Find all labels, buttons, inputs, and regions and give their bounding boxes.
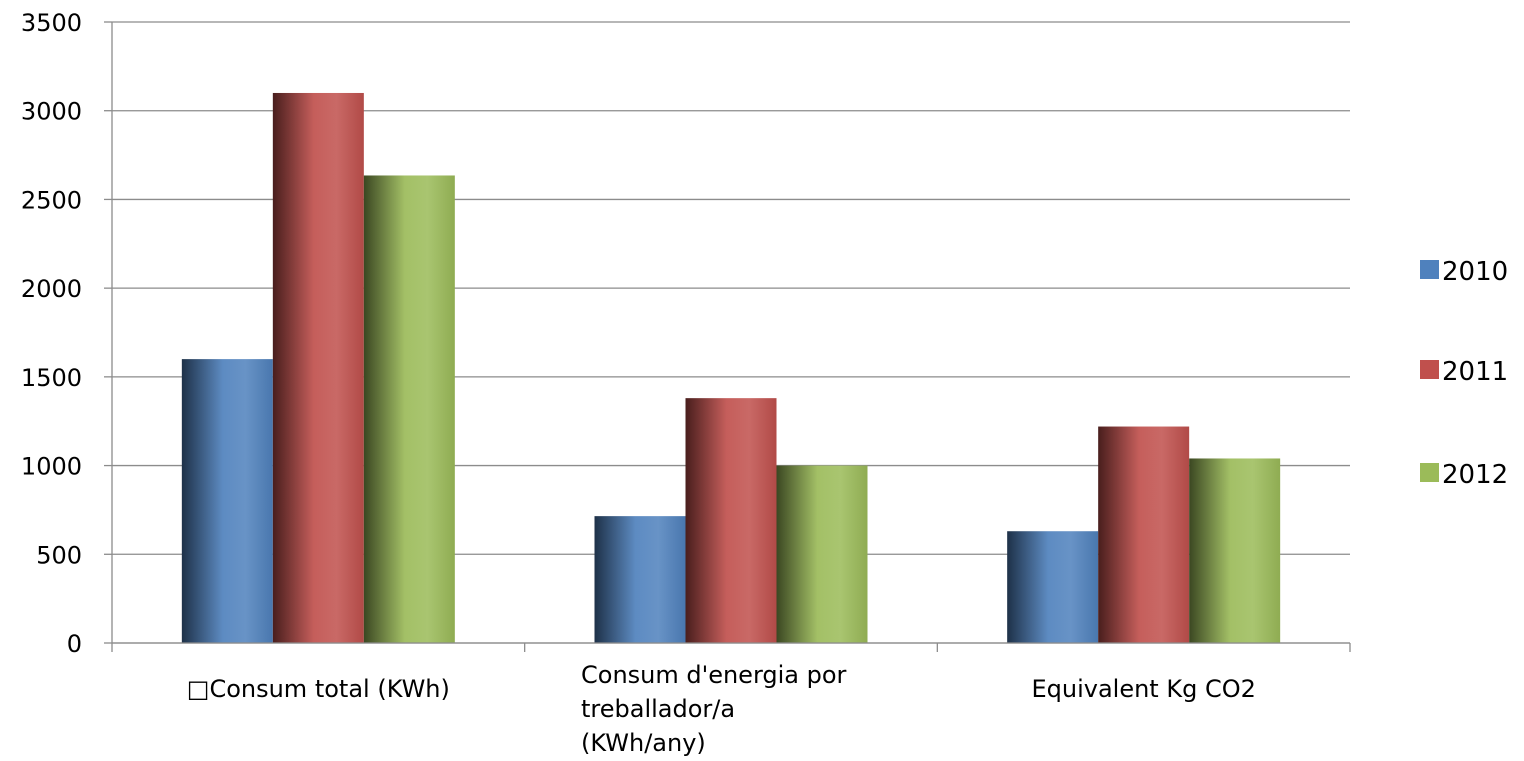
- legend-swatch-2010: [1420, 260, 1439, 279]
- bar-2010-1: [594, 516, 686, 643]
- y-tick-label: 1500: [21, 364, 82, 392]
- legend-label-2012: 2012: [1442, 460, 1508, 490]
- y-tick-label: 500: [36, 541, 82, 569]
- x-axis-category-labels: □Consum total (KWh) Consum d'energia por t…: [187, 661, 1256, 757]
- legend-swatch-2011: [1420, 360, 1439, 379]
- bar-2012-2: [1189, 458, 1281, 643]
- legend-label-2011: 2011: [1442, 357, 1508, 387]
- y-tick-label: 2000: [21, 275, 82, 303]
- y-tick-label: 2500: [21, 186, 82, 214]
- y-tick-label: 0: [67, 630, 82, 658]
- y-tick-label: 3500: [21, 9, 82, 37]
- axes: [111, 22, 1351, 652]
- bar-2012-1: [776, 465, 868, 643]
- bar-2011-0: [272, 92, 364, 643]
- bar-2011-2: [1098, 426, 1190, 643]
- bar-2012-0: [363, 175, 455, 643]
- bar-2010-2: [1007, 531, 1099, 643]
- x-category-label: Equivalent Kg CO2: [1031, 675, 1255, 703]
- x-category-label: Consum d'energia por treballador/a (KWh/an…: [581, 661, 847, 757]
- legend-label-2010: 2010: [1442, 257, 1508, 287]
- bars: [181, 92, 1281, 643]
- bar-2011-1: [685, 398, 777, 643]
- legend-swatch-2012: [1420, 463, 1439, 482]
- legend: 2010 2011 2012: [1420, 257, 1508, 490]
- bar-2010-0: [181, 359, 273, 643]
- y-tick-label: 1000: [21, 453, 82, 481]
- y-axis-tick-labels: 0 500 1000 1500 2000 2500 3000 3500: [21, 9, 82, 658]
- x-category-label: □Consum total (KWh): [187, 675, 450, 703]
- y-tick-label: 3000: [21, 98, 82, 126]
